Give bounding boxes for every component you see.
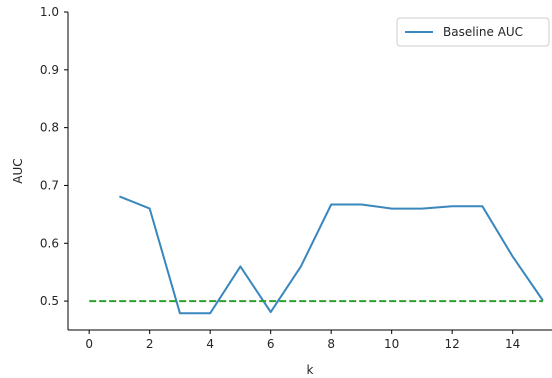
x-tick-label: 8 bbox=[327, 337, 335, 351]
y-tick-label: 1.0 bbox=[40, 5, 59, 19]
y-tick-label: 0.5 bbox=[40, 294, 59, 308]
x-tick-label: 2 bbox=[146, 337, 154, 351]
x-axis-label: k bbox=[307, 363, 314, 377]
series-line-baseline-auc bbox=[119, 195, 544, 315]
y-tick-label: 0.7 bbox=[40, 178, 59, 192]
y-tick-label: 0.6 bbox=[40, 236, 59, 250]
legend: Baseline AUC bbox=[396, 17, 550, 47]
x-tick-label: 6 bbox=[267, 337, 275, 351]
x-tick-label: 0 bbox=[85, 337, 93, 351]
series-layer bbox=[89, 195, 544, 315]
y-tick-label: 0.8 bbox=[40, 121, 59, 135]
y-tick-label: 0.9 bbox=[40, 63, 59, 77]
y-axis-label: AUC bbox=[11, 158, 25, 183]
plot-axes: 0 2 4 6 8 10 12 14 0.5 0.6 0.7 0.8 0.9 1.0 k AUC bbox=[11, 5, 552, 377]
x-tick-label: 12 bbox=[445, 337, 460, 351]
legend-box bbox=[396, 17, 550, 47]
legend-label: Baseline AUC bbox=[443, 25, 523, 39]
x-tick-label: 10 bbox=[384, 337, 399, 351]
x-tick-label: 4 bbox=[206, 337, 214, 351]
x-tick-label: 14 bbox=[505, 337, 520, 351]
